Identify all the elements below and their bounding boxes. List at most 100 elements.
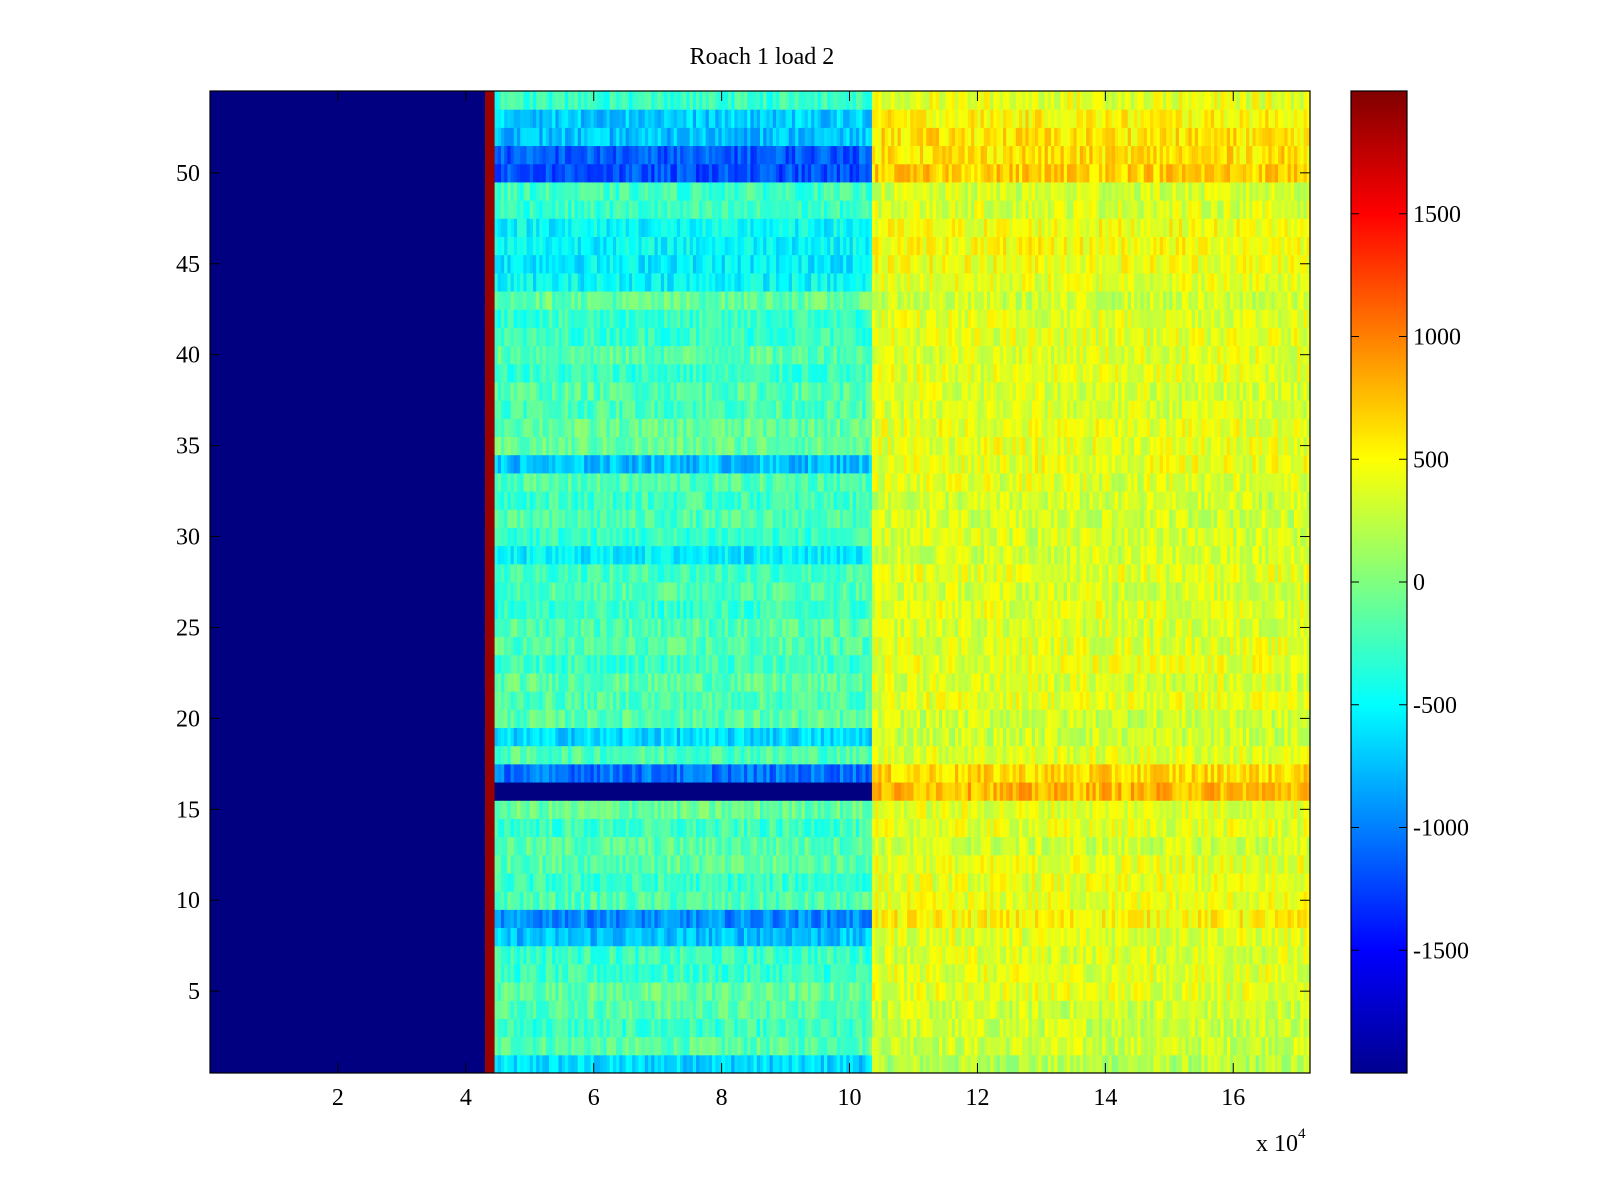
heatmap-cell bbox=[1035, 1000, 1039, 1019]
heatmap-cell bbox=[705, 963, 710, 983]
heatmap-cell bbox=[737, 1000, 742, 1019]
heatmap-cell bbox=[859, 854, 863, 874]
heatmap-cell bbox=[779, 854, 783, 874]
heatmap-cell bbox=[1284, 1054, 1289, 1074]
heatmap-cell bbox=[1054, 1054, 1058, 1074]
heatmap-cell bbox=[609, 891, 614, 910]
heatmap-cell bbox=[1255, 1018, 1260, 1038]
heatmap-cell bbox=[497, 963, 502, 983]
heatmap-cell bbox=[571, 1054, 576, 1074]
heatmap-cell bbox=[1092, 891, 1097, 910]
heatmap-cell bbox=[648, 982, 652, 1001]
heatmap-cell bbox=[641, 963, 646, 983]
heatmap-cell bbox=[1182, 891, 1186, 910]
heatmap-cell bbox=[657, 1036, 662, 1056]
heatmap-cell bbox=[676, 872, 681, 892]
heatmap-cell bbox=[1019, 854, 1023, 874]
heatmap-cell bbox=[504, 963, 508, 983]
heatmap-cell bbox=[616, 1054, 620, 1074]
heatmap-cell bbox=[756, 945, 761, 965]
heatmap-cell bbox=[1086, 982, 1090, 1001]
heatmap-cell bbox=[859, 1018, 863, 1038]
heatmap-cell bbox=[577, 927, 582, 947]
heatmap-cell bbox=[1070, 854, 1074, 874]
heatmap-cell bbox=[1060, 1018, 1065, 1038]
heatmap-cell bbox=[1028, 982, 1033, 1001]
heatmap-cell bbox=[875, 945, 879, 965]
heatmap-cell bbox=[1242, 945, 1247, 965]
heatmap-cell bbox=[1268, 945, 1273, 965]
heatmap-cell bbox=[529, 927, 534, 947]
heatmap-cell bbox=[619, 945, 624, 965]
heatmap-cell bbox=[820, 1018, 825, 1038]
heatmap-cell bbox=[558, 872, 563, 892]
heatmap-cell bbox=[1262, 891, 1266, 910]
heatmap-cell bbox=[1258, 927, 1263, 947]
heatmap-cell bbox=[862, 1054, 867, 1074]
heatmap-cell bbox=[1050, 1018, 1055, 1038]
heatmap-cell bbox=[910, 1036, 915, 1056]
heatmap-cell bbox=[891, 945, 895, 965]
heatmap-cell bbox=[926, 1000, 931, 1019]
heatmap-cell bbox=[635, 872, 640, 892]
heatmap-cell bbox=[712, 1000, 716, 1019]
heatmap-cell bbox=[1268, 854, 1273, 874]
heatmap-cell bbox=[814, 909, 819, 929]
heatmap-cell bbox=[731, 927, 736, 947]
heatmap-cell bbox=[485, 891, 496, 910]
heatmap-cell bbox=[1188, 909, 1193, 929]
heatmap-cell bbox=[1111, 1000, 1116, 1019]
heatmap-cell bbox=[1278, 1018, 1282, 1038]
heatmap-cell bbox=[734, 854, 739, 874]
heatmap-cell bbox=[1239, 891, 1244, 910]
heatmap-cell bbox=[1265, 963, 1270, 983]
heatmap-cell bbox=[993, 854, 998, 874]
heatmap-cell bbox=[836, 982, 841, 1001]
heatmap-cell bbox=[894, 963, 899, 983]
heatmap-cell bbox=[830, 854, 835, 874]
heatmap-cell bbox=[644, 836, 649, 856]
heatmap-cell bbox=[852, 963, 857, 983]
heatmap-cell bbox=[1050, 963, 1055, 983]
heatmap-cell bbox=[1239, 909, 1244, 929]
heatmap-cell bbox=[1281, 982, 1286, 1001]
heatmap-cell bbox=[1185, 854, 1190, 874]
heatmap-cell bbox=[1038, 1000, 1042, 1019]
heatmap-cell bbox=[724, 854, 729, 874]
heatmap-cell bbox=[609, 854, 614, 874]
heatmap-cell bbox=[1079, 982, 1084, 1001]
heatmap-cell bbox=[564, 854, 569, 874]
heatmap-cell bbox=[983, 927, 988, 947]
heatmap-cell bbox=[1150, 1000, 1154, 1019]
heatmap-cell bbox=[1028, 963, 1033, 983]
heatmap-cell bbox=[1025, 872, 1030, 892]
heatmap-cell bbox=[1041, 1018, 1046, 1038]
heatmap-cell bbox=[1166, 891, 1170, 910]
heatmap-cell bbox=[632, 872, 636, 892]
heatmap-cell bbox=[497, 1000, 502, 1019]
heatmap-cell bbox=[855, 1036, 860, 1056]
heatmap-cell bbox=[721, 945, 726, 965]
heatmap-cell bbox=[1137, 963, 1142, 983]
heatmap-cell bbox=[708, 909, 713, 929]
heatmap-cell bbox=[935, 1000, 940, 1019]
heatmap-cell bbox=[919, 1000, 924, 1019]
heatmap-cell bbox=[900, 854, 905, 874]
heatmap-cell bbox=[587, 945, 592, 965]
heatmap-cell bbox=[616, 909, 620, 929]
heatmap-cell bbox=[1162, 891, 1167, 910]
heatmap-cell bbox=[820, 854, 825, 874]
heatmap-cell bbox=[1182, 982, 1186, 1001]
heatmap-cell bbox=[769, 963, 774, 983]
heatmap-cell bbox=[846, 909, 851, 929]
heatmap-cell bbox=[1118, 872, 1122, 892]
heatmap-cell bbox=[676, 836, 681, 856]
heatmap-cell bbox=[849, 836, 854, 856]
heatmap-cell bbox=[580, 927, 585, 947]
heatmap-cell bbox=[1182, 1054, 1186, 1074]
heatmap-cell bbox=[894, 982, 899, 1001]
heatmap-cell bbox=[708, 872, 713, 892]
heatmap-cell bbox=[823, 891, 828, 910]
heatmap-cell bbox=[731, 982, 736, 1001]
heatmap-cell bbox=[1246, 963, 1250, 983]
